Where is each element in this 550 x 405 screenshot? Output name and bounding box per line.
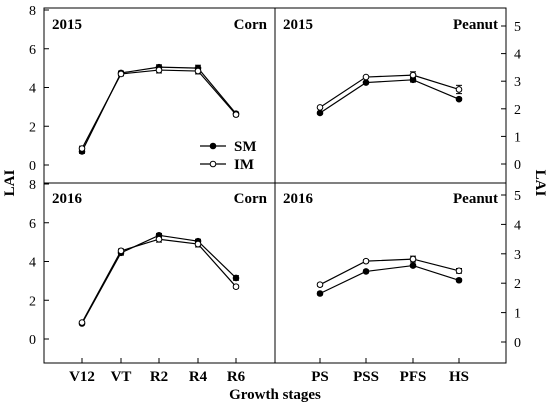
x-axis-label: Growth stages (229, 387, 321, 403)
x-tick-label-corn: R6 (227, 369, 246, 385)
panel-year-label: 2015 (283, 17, 313, 33)
data-point-im (409, 255, 417, 263)
legend: SM IM (200, 139, 257, 173)
legend-marker-sm (209, 142, 217, 150)
data-point-im (409, 71, 417, 79)
panel-year-label: 2016 (283, 191, 314, 207)
y-tick-label-left: 4 (29, 82, 36, 97)
series-line-sm (81, 66, 237, 152)
y-tick-label-left: 2 (29, 294, 36, 309)
data-point-im (155, 235, 163, 243)
y-tick-label-right: 2 (514, 277, 521, 292)
x-tick-label-peanut: PSS (353, 369, 379, 385)
data-point-im (316, 281, 324, 288)
data-point-sm (455, 276, 463, 284)
y-tick-label-left: 0 (29, 333, 36, 348)
data-point-im (455, 267, 463, 275)
x-tick-label-corn: VT (111, 369, 132, 385)
panel-crop-label: Peanut (453, 17, 498, 33)
series-line-im (81, 238, 237, 323)
y-tick-label-right: 5 (514, 189, 521, 204)
data-point-im (117, 70, 125, 78)
legend-label-sm: SM (234, 139, 257, 155)
series-line-sm (319, 264, 460, 295)
series-line-sm (319, 79, 460, 114)
data-point-im (155, 66, 163, 74)
panel-crop-label: Corn (234, 191, 268, 207)
data-point-sm (232, 274, 240, 282)
y-tick-label-right: 5 (514, 20, 521, 35)
y-axis-label-left: LAI (2, 170, 18, 197)
data-point-sm (455, 95, 463, 103)
y-tick-label-right: 1 (514, 130, 521, 145)
data-point-sm (362, 79, 370, 86)
y-tick-label-right: 3 (514, 248, 521, 263)
data-point-im (455, 86, 463, 93)
data-point-im (194, 240, 202, 248)
data-point-im (78, 319, 86, 326)
panel-crop-label: Corn (234, 17, 268, 33)
y-tick-label-right: 3 (514, 75, 521, 90)
y-tick-label-left: 6 (29, 217, 36, 232)
data-point-im (316, 104, 324, 111)
y-tick-label-right: 0 (514, 336, 521, 351)
y-tick-label-right: 1 (514, 307, 521, 322)
x-tick-label-corn: V12 (69, 369, 95, 385)
y-tick-label-right: 4 (514, 218, 521, 233)
x-tick-label-peanut: HS (449, 369, 469, 385)
series-line-im (319, 258, 460, 286)
data-point-im (362, 257, 370, 265)
x-tick-label-corn: R4 (189, 369, 208, 385)
y-tick-label-left: 8 (29, 178, 36, 193)
y-tick-label-right: 2 (514, 103, 521, 118)
data-point-sm (362, 268, 370, 275)
data-point-sm (409, 262, 417, 269)
y-tick-label-right: 4 (514, 48, 521, 63)
data-point-im (194, 67, 202, 75)
y-tick-label-left: 2 (29, 120, 36, 135)
y-axis-label-right: LAI (532, 170, 548, 197)
y-tick-label-left: 4 (29, 256, 36, 271)
legend-marker-im (209, 160, 217, 168)
y-tick-label-left: 8 (29, 4, 36, 19)
data-point-im (78, 145, 86, 152)
x-tick-label-peanut: PFS (400, 369, 427, 385)
y-tick-label-left: 6 (29, 43, 36, 58)
y-tick-label-right: 0 (514, 158, 521, 173)
chart-marks: 8 6 4 2 0 8 6 4 2 0 5 4 3 2 1 0 5 4 3 2 1 0 V12 VT R2 R4 R6 PS PSS PF… (29, 4, 521, 385)
series-line-im (319, 74, 460, 108)
data-point-im (232, 283, 240, 290)
data-point-sm (316, 290, 324, 297)
panel-crop-label: Peanut (453, 191, 498, 207)
data-point-im (232, 111, 240, 118)
data-point-im (362, 73, 370, 81)
y-tick-label-left: 0 (29, 159, 36, 174)
x-tick-label-corn: R2 (150, 369, 168, 385)
panel-year-label: 2016 (52, 191, 83, 207)
x-tick-label-peanut: PS (311, 369, 329, 385)
data-point-sm (316, 109, 324, 117)
panel-year-label: 2015 (52, 17, 82, 33)
series-line-im (81, 69, 237, 149)
data-point-im (117, 247, 125, 255)
legend-label-im: IM (234, 157, 254, 173)
